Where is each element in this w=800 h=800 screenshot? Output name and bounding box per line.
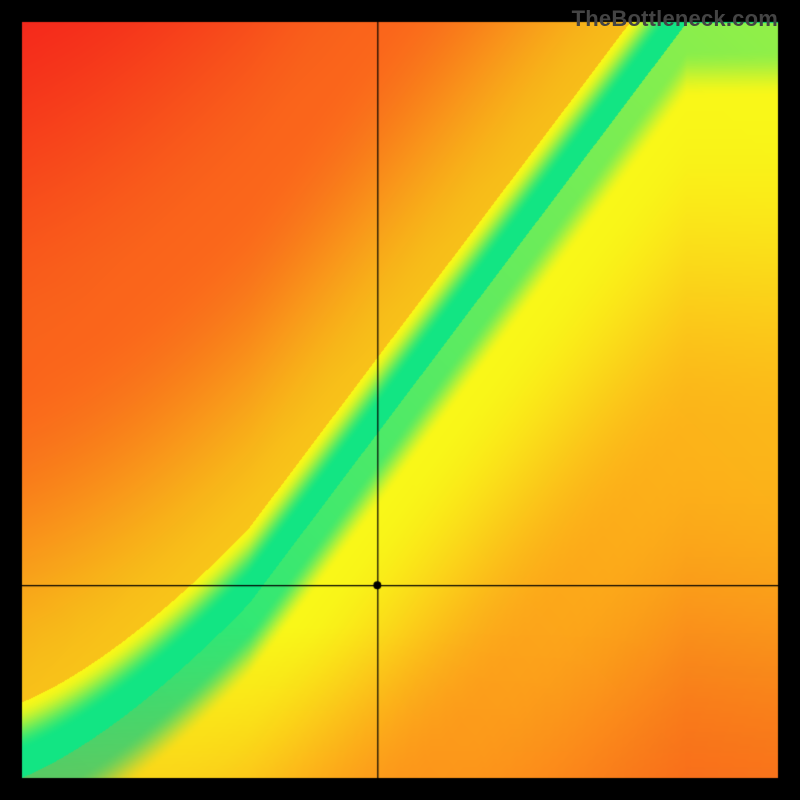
heatmap-canvas (0, 0, 800, 800)
chart-container: TheBottleneck.com (0, 0, 800, 800)
watermark-text: TheBottleneck.com (572, 6, 778, 32)
